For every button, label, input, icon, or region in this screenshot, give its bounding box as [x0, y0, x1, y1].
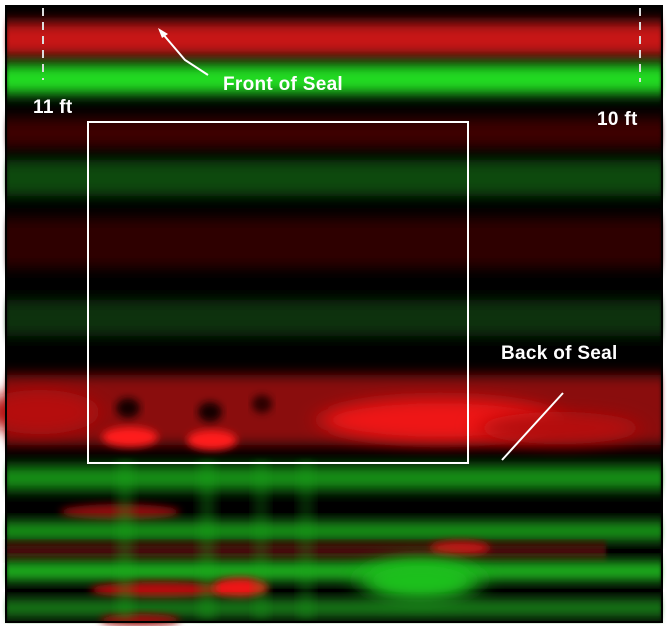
right-distance-label: 10 ft — [597, 109, 638, 130]
vertical-streak-1 — [118, 460, 132, 620]
front-of-seal-label: Front of Seal — [223, 74, 344, 95]
lower-green-2 — [6, 522, 662, 540]
back-of-seal-label: Back of Seal — [501, 343, 618, 364]
left-red-glow — [0, 390, 100, 434]
back-of-seal-pointer — [501, 392, 564, 461]
lower-red-5 — [100, 614, 180, 626]
red-blob-1 — [102, 427, 158, 447]
lower-red-spot — [430, 541, 490, 555]
left-distance-label: 11 ft — [33, 97, 73, 118]
lower-green-1 — [6, 466, 662, 490]
lower-red-4 — [212, 578, 268, 598]
back-red-tail — [480, 412, 640, 444]
vertical-streak-3 — [255, 460, 267, 620]
reflection-bands — [0, 22, 662, 626]
lower-green-glow — [360, 558, 480, 602]
front-of-seal-pointer — [161, 32, 209, 76]
lower-green-3 — [6, 562, 662, 580]
dark-green-band-2 — [6, 300, 662, 336]
scan-border — [5, 5, 663, 623]
region-of-interest-box — [87, 121, 469, 464]
vertical-streak-4 — [300, 460, 312, 620]
dark-spot-3 — [252, 395, 272, 413]
dark-spot-2 — [198, 402, 222, 422]
vertical-streak-2 — [200, 460, 214, 620]
dark-red-band-2 — [6, 218, 662, 268]
red-blob-2 — [187, 430, 237, 450]
dark-green-band-1 — [6, 160, 662, 196]
top-red-band — [6, 22, 662, 56]
lower-green-4 — [6, 600, 662, 616]
dark-spot-1 — [116, 398, 140, 418]
front-of-seal-arrowhead — [158, 28, 168, 38]
top-green-band — [6, 64, 662, 94]
